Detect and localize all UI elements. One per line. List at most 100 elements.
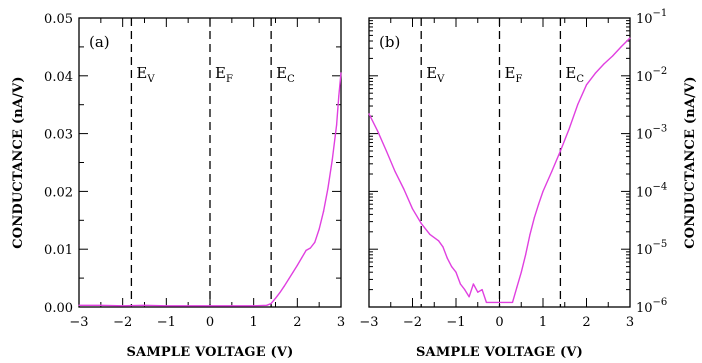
- x-tick-label: 1: [539, 315, 547, 330]
- data-point: [472, 283, 474, 285]
- data-point: [612, 55, 614, 57]
- data-point: [368, 113, 370, 115]
- data-point: [253, 305, 255, 307]
- data-point: [620, 46, 622, 48]
- data-point: [451, 265, 453, 268]
- x-tick-label: −2: [403, 315, 422, 330]
- data-point: [279, 291, 281, 294]
- y-axis-label: CONDUCTANCE (nA/V): [683, 76, 698, 249]
- y-tick-label: 10−4: [636, 181, 667, 200]
- data-point: [533, 217, 535, 219]
- data-point: [525, 254, 527, 256]
- data-point: [568, 128, 570, 130]
- x-tick-label: −2: [113, 315, 132, 330]
- data-point: [385, 150, 387, 152]
- energy-level-label: EF: [215, 64, 233, 85]
- data-point: [442, 246, 444, 248]
- y-tick-label: 10−1: [636, 8, 667, 27]
- energy-level-label: EF: [505, 64, 523, 85]
- data-point: [266, 304, 268, 306]
- data-point: [459, 283, 461, 285]
- data-point: [331, 159, 333, 161]
- x-tick-label: 0: [206, 315, 214, 330]
- data-point: [411, 208, 414, 210]
- data-point: [309, 247, 312, 249]
- y-tick-label: 0.05: [44, 12, 73, 27]
- data-point: [594, 72, 596, 75]
- y-tick-label: 10−2: [636, 66, 667, 85]
- x-tick-label: −3: [69, 315, 88, 330]
- panel-label: (a): [89, 33, 110, 51]
- y-tick-label: 10−5: [636, 239, 667, 258]
- data-point: [270, 302, 272, 305]
- x-tick-label: −3: [359, 315, 378, 330]
- y-tick-label: 10−3: [636, 124, 667, 143]
- data-point: [559, 150, 562, 152]
- panel-a-linear-conductance: −3 −2 −1 0 1 2 3 0.00 0.01 0.02 0.03 0.04 0.05 EV EF EC…: [11, 12, 345, 360]
- data-point: [446, 257, 448, 259]
- data-point: [165, 305, 167, 307]
- data-point: [314, 241, 316, 243]
- data-point: [283, 285, 285, 287]
- energy-level-label: EC: [276, 64, 295, 85]
- data-point: [403, 188, 405, 190]
- data-point: [455, 271, 457, 273]
- data-point: [538, 203, 540, 205]
- data-point: [585, 84, 588, 86]
- y-tick-label: 0.01: [44, 243, 73, 258]
- data-point: [274, 297, 277, 299]
- data-point: [468, 296, 470, 298]
- data-point: [100, 304, 102, 306]
- x-tick-label: −1: [446, 315, 465, 330]
- data-point: [551, 171, 553, 173]
- data-point: [577, 103, 579, 106]
- data-point: [340, 72, 342, 74]
- x-tick-label: 3: [337, 315, 345, 330]
- energy-level-label: EV: [136, 64, 155, 85]
- y-tick-label: 0.02: [44, 185, 73, 200]
- x-axis-label: SAMPLE VOLTAGE (V): [416, 345, 583, 360]
- data-point: [231, 305, 233, 307]
- data-point: [429, 233, 431, 236]
- data-point: [143, 304, 146, 306]
- data-point: [327, 187, 329, 190]
- y-axis-label: CONDUCTANCE (nA/V): [11, 76, 26, 249]
- y-tick-label: 0.04: [44, 70, 73, 85]
- data-point: [292, 271, 294, 273]
- x-tick-label: 1: [250, 315, 258, 330]
- data-point: [420, 222, 422, 224]
- energy-level-label: EC: [565, 64, 584, 85]
- y-tick-label: 0.00: [44, 301, 73, 316]
- data-point: [322, 211, 325, 213]
- data-point: [78, 304, 80, 306]
- x-tick-label: 2: [582, 315, 590, 330]
- conductance-curve: [79, 72, 342, 307]
- data-point: [338, 95, 340, 97]
- data-point: [529, 233, 531, 236]
- data-point: [336, 124, 338, 126]
- data-point: [477, 291, 479, 293]
- data-point: [122, 305, 124, 307]
- conductance-curve: [368, 37, 631, 304]
- data-point: [516, 286, 518, 288]
- data-point: [542, 190, 544, 192]
- data-point: [394, 171, 396, 173]
- data-point: [629, 37, 631, 39]
- data-point: [438, 240, 440, 242]
- x-tick-label: −1: [157, 315, 176, 330]
- data-point: [187, 305, 189, 307]
- data-point: [481, 289, 483, 291]
- data-point: [485, 301, 488, 304]
- x-axis-label: SAMPLE VOLTAGE (V): [126, 345, 293, 360]
- data-point: [209, 305, 211, 307]
- data-point: [603, 63, 605, 65]
- data-point: [464, 289, 466, 291]
- data-point: [288, 278, 290, 280]
- x-tick-label: 2: [293, 315, 301, 330]
- data-point: [377, 130, 379, 132]
- data-point: [301, 257, 303, 259]
- y-tick-label: 0.03: [44, 128, 73, 143]
- panel-label: (b): [379, 33, 400, 51]
- data-point: [305, 249, 307, 251]
